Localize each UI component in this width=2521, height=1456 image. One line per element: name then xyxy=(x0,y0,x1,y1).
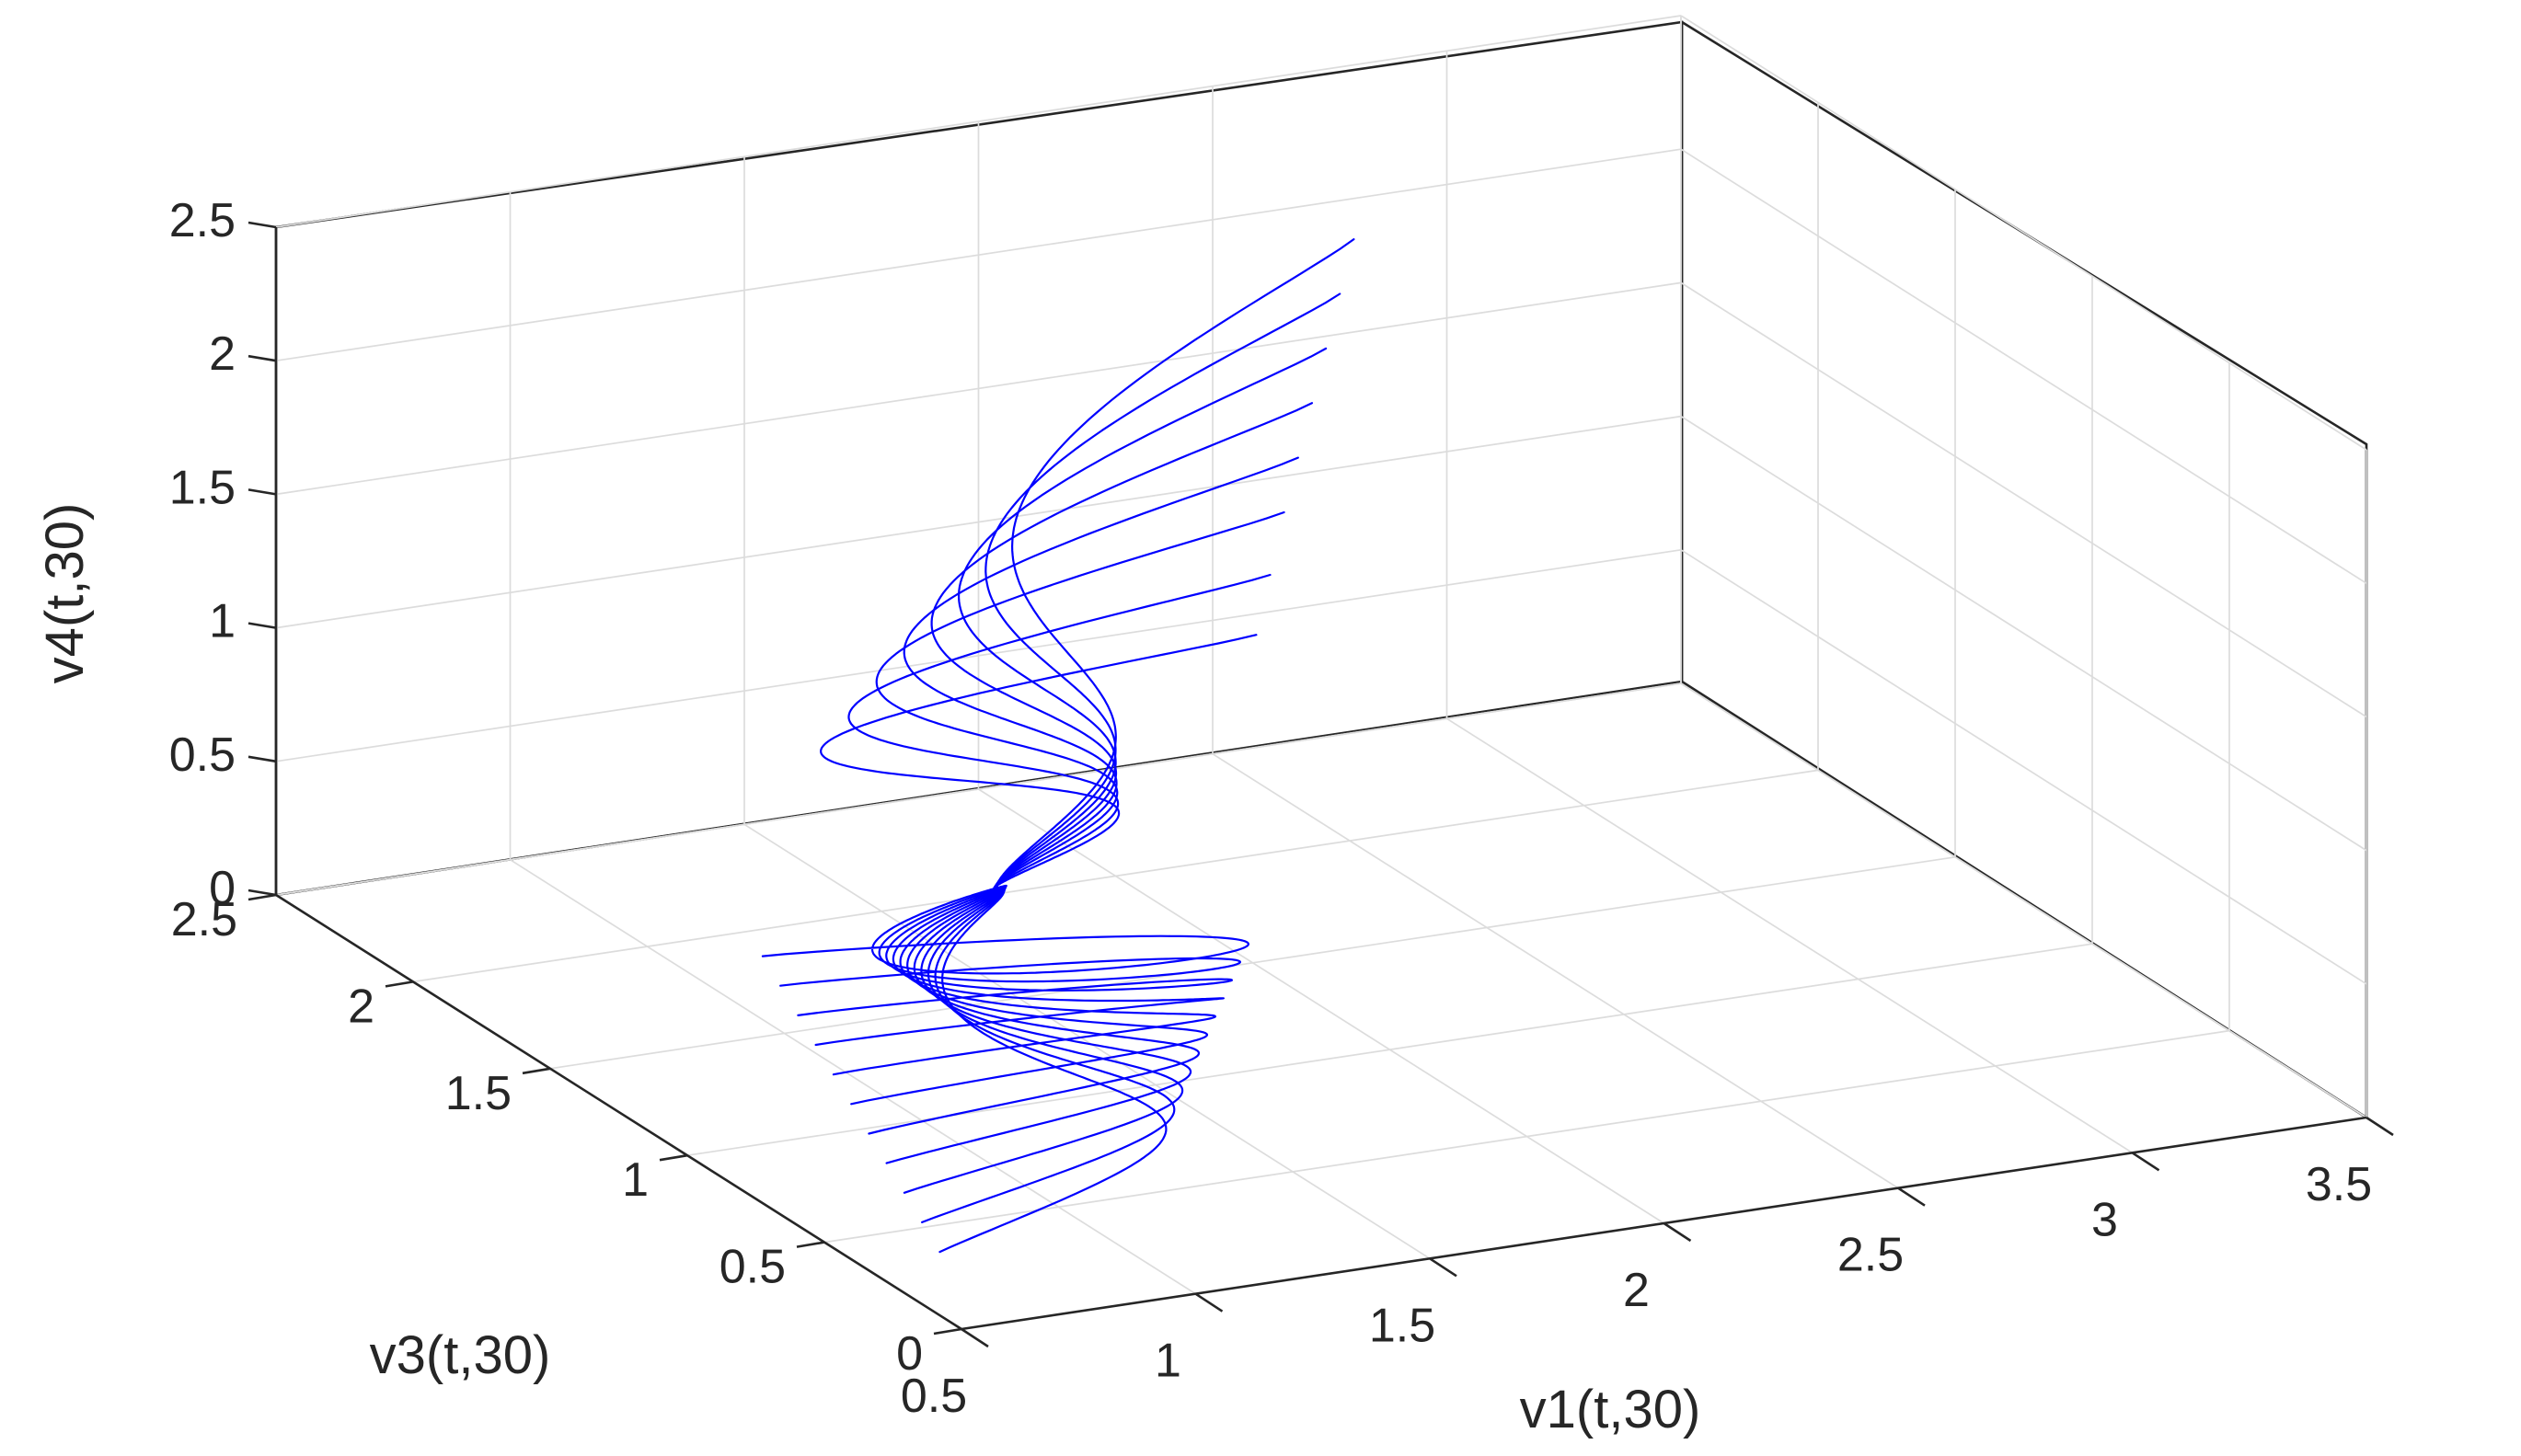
x-tick-label: 2.5 xyxy=(1837,1229,1904,1282)
x-grid-floor xyxy=(1446,717,2133,1154)
x-tick-label: 0.5 xyxy=(901,1370,967,1423)
x-tick xyxy=(1897,1187,1926,1207)
z-tick xyxy=(247,354,277,362)
x-tick xyxy=(1663,1221,1692,1243)
z-grid-back xyxy=(275,548,1682,762)
y-tick xyxy=(247,893,277,901)
x-tick xyxy=(1429,1257,1457,1278)
trajectories xyxy=(761,238,1355,1254)
y-grid-floor xyxy=(686,943,2093,1157)
z-grid-back xyxy=(275,148,1682,362)
x-tick-label: 2 xyxy=(1623,1264,1650,1317)
trajectory-upper xyxy=(996,238,1355,890)
trajectory-upper xyxy=(930,402,1314,890)
y-tick-label: 2.5 xyxy=(171,893,237,946)
y-tick-label: 1.5 xyxy=(445,1067,512,1120)
z-tick xyxy=(247,221,277,229)
trajectory-lower xyxy=(868,887,1201,1135)
z-tick-label: 2.5 xyxy=(169,194,236,247)
y-tick-label: 2 xyxy=(348,980,374,1033)
x-grid-floor xyxy=(510,858,1196,1295)
back-right-pane xyxy=(1680,19,2368,1120)
grid xyxy=(275,15,2367,1330)
z-grid-side xyxy=(1680,682,2367,1118)
x-tick-label: 3 xyxy=(2091,1193,2118,1246)
trajectory-upper xyxy=(903,456,1299,890)
z-grid-side xyxy=(1680,415,2367,852)
z-grid-back xyxy=(275,281,1682,496)
x-tick-label: 1.5 xyxy=(1369,1299,1435,1352)
x-grid-floor xyxy=(743,823,1431,1260)
y-tick xyxy=(522,1067,551,1075)
trajectory-upper xyxy=(984,292,1341,890)
y-tick-label: 0 xyxy=(896,1327,923,1381)
z-tick xyxy=(247,889,277,897)
x-tick xyxy=(2366,1116,2394,1137)
ticks xyxy=(247,221,2394,1348)
x-axis-label: v1(t,30) xyxy=(1520,1380,1701,1439)
x-grid-floor xyxy=(978,788,1664,1224)
z-tick-label: 1 xyxy=(209,595,236,648)
x-tick-label: 1 xyxy=(1155,1335,1181,1388)
y-grid-floor xyxy=(412,769,1819,983)
floor-edges xyxy=(274,227,2367,1331)
y-tick xyxy=(385,980,414,988)
tick-labels: 0.511.522.533.500.511.522.500.511.522.5 xyxy=(169,194,2372,1423)
z-axis-label: v4(t,30) xyxy=(35,503,95,684)
y-tick xyxy=(933,1327,962,1336)
z-tick xyxy=(247,622,277,629)
z-grid-side xyxy=(1680,148,2367,584)
z-grid-back xyxy=(275,15,1682,228)
y-axis-label: v3(t,30) xyxy=(370,1325,551,1385)
z-grid-side xyxy=(1680,281,2367,718)
y-grid-floor xyxy=(549,855,1956,1070)
z-tick-label: 1.5 xyxy=(169,461,236,514)
z-tick-label: 2 xyxy=(209,327,236,381)
z-grid-back xyxy=(275,682,1682,896)
y-tick xyxy=(659,1153,688,1162)
z-grid-side xyxy=(1680,549,2367,985)
z-tick xyxy=(247,755,277,763)
x-tick xyxy=(2131,1152,2160,1172)
x-grid-floor xyxy=(1212,752,1899,1189)
x-tick xyxy=(961,1327,989,1348)
trajectory-upper xyxy=(957,347,1328,890)
z-tick-label: 0 xyxy=(209,862,236,915)
z-grid-back xyxy=(275,415,1682,629)
y-grid-floor xyxy=(823,1029,2230,1244)
y-axis-line xyxy=(275,893,962,1331)
z-grid-side xyxy=(1680,15,2367,451)
y-tick-label: 0.5 xyxy=(719,1241,786,1294)
trajectory-upper xyxy=(875,510,1285,891)
trajectory-lower xyxy=(761,884,1250,975)
y-tick xyxy=(796,1241,825,1248)
trajectory-upper xyxy=(819,634,1258,891)
y-tick-label: 1 xyxy=(622,1153,649,1207)
x-tick xyxy=(1194,1292,1224,1313)
x-tick-label: 3.5 xyxy=(2306,1158,2372,1211)
z-tick-label: 0.5 xyxy=(169,728,236,782)
z-tick xyxy=(247,488,277,496)
